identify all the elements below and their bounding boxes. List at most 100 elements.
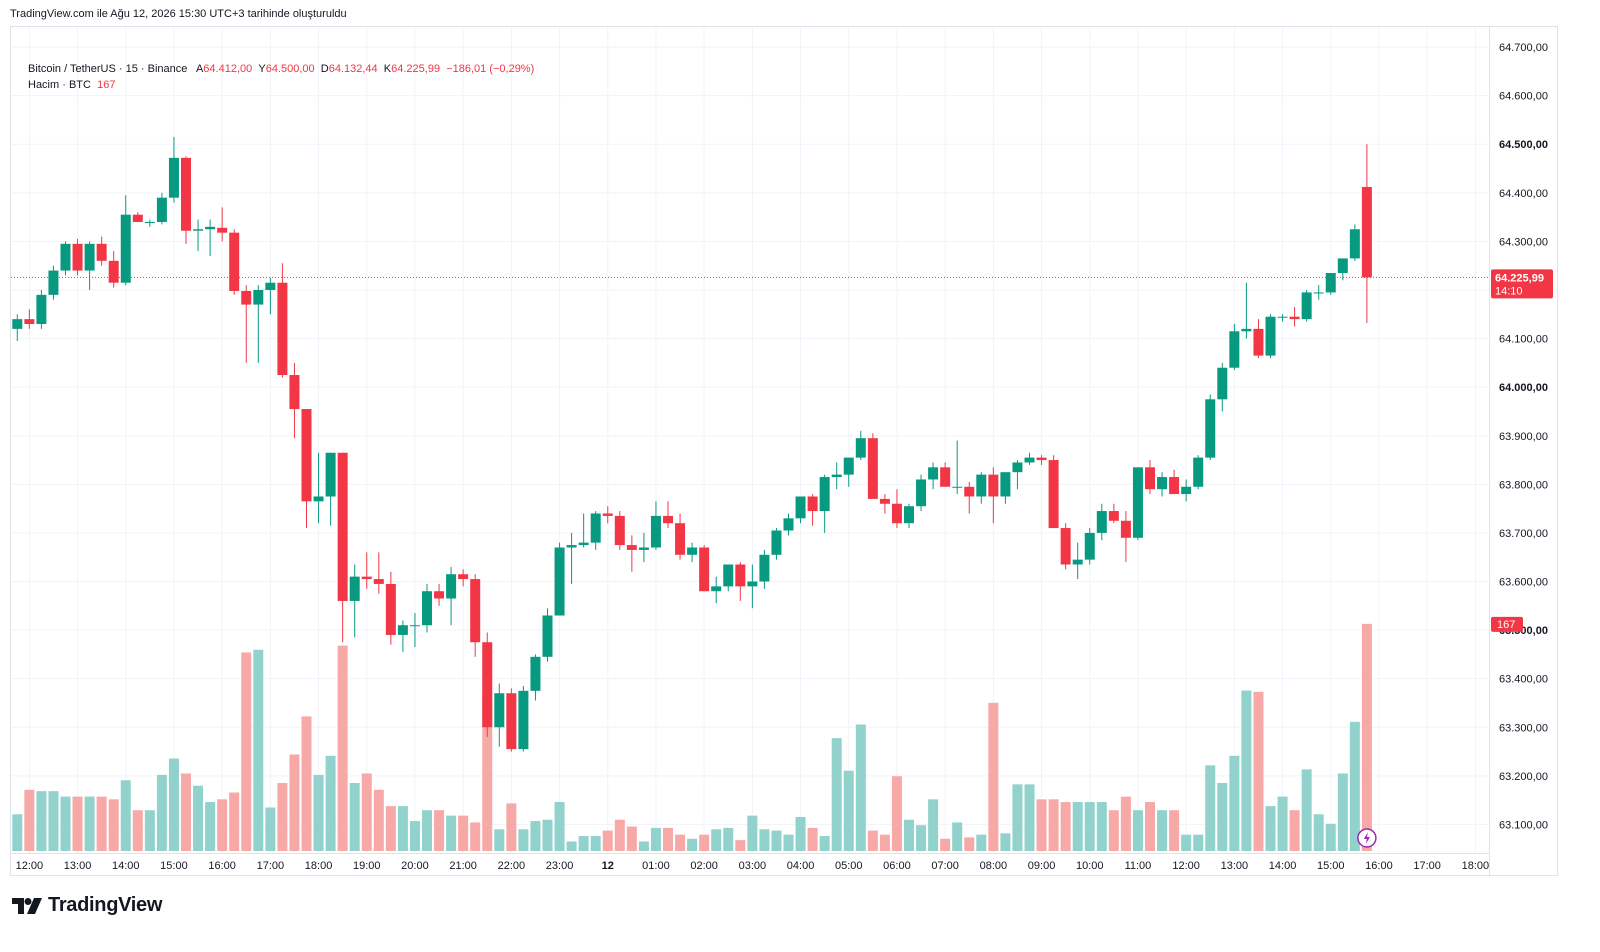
price-axis[interactable]: 64.700,00 64.600,00 64.500,00 64.400,00 64.3…: [1499, 42, 1548, 831]
candle-body: [687, 547, 698, 555]
volume-bar: [494, 829, 505, 851]
time-axis-label: 13:00: [1221, 860, 1249, 872]
candle-body: [1024, 457, 1035, 463]
time-axis-label: 01:00: [642, 860, 670, 872]
candle-body: [1277, 316, 1288, 318]
volume-bar: [1132, 810, 1143, 851]
candle-body: [1145, 467, 1155, 490]
candle-body: [446, 574, 457, 599]
volume-bar: [650, 827, 661, 851]
candle-body: [988, 474, 999, 497]
time-axis-label: 23:00: [546, 860, 574, 872]
volume-bar: [1084, 802, 1095, 851]
volume-bar: [675, 834, 686, 851]
close-label: K: [383, 63, 392, 75]
volume-bar: [168, 758, 179, 851]
volume-bar: [24, 789, 35, 851]
candle-body: [590, 513, 601, 543]
candle-body: [120, 214, 131, 283]
volume-bar: [1169, 810, 1180, 851]
candle-body: [181, 157, 191, 231]
candle-body: [373, 579, 384, 584]
volume-bar: [72, 796, 83, 851]
candle-body: [385, 583, 396, 635]
volume-label[interactable]: Hacim · BTC: [28, 79, 91, 91]
candle-body: [807, 496, 818, 512]
volume-bar: [193, 785, 204, 851]
volume-bar: [1277, 796, 1288, 851]
time-axis-label: 08:00: [980, 860, 1008, 872]
time-axis-label: 18:00: [305, 860, 333, 872]
volume-bar: [891, 776, 902, 851]
candle-body: [1361, 186, 1372, 278]
candle-body: [1048, 460, 1059, 529]
candle-body: [867, 438, 878, 499]
volume-bar: [1301, 769, 1312, 851]
price-axis-label: 64.100,00: [1499, 334, 1548, 346]
time-axis-label: 13:00: [64, 860, 92, 872]
volume-bar: [687, 838, 698, 851]
volume-bar: [36, 791, 47, 851]
volume-bars: [12, 623, 1372, 851]
time-axis-label: 06:00: [883, 860, 911, 872]
volume-bar: [699, 834, 710, 851]
candle-body: [675, 523, 686, 555]
volume-bar: [1313, 814, 1324, 851]
symbol-title[interactable]: Bitcoin / TetherUS · 15 · Binance: [28, 63, 188, 75]
candle-body: [723, 564, 734, 587]
candle-body: [325, 452, 336, 497]
last-price-value: 64.225,99: [1495, 272, 1544, 284]
volume-bar: [1181, 834, 1192, 851]
candle-body: [1253, 328, 1264, 356]
candle-body: [337, 452, 348, 601]
volume-bar: [144, 810, 155, 851]
volume-bar: [325, 755, 336, 851]
candle-body: [747, 581, 758, 587]
candle-body: [795, 496, 806, 519]
volume-bar: [1217, 783, 1228, 851]
candle-body: [928, 467, 939, 480]
price-axis-label: 63.200,00: [1499, 771, 1548, 783]
chart-frame[interactable]: 64.700,00 64.600,00 64.500,00 64.400,00 64.3…: [10, 26, 1559, 877]
volume-bar: [385, 806, 396, 851]
volume-bar: [1265, 806, 1276, 851]
candle-body: [1193, 457, 1204, 487]
time-axis-label: 12:00: [1172, 860, 1200, 872]
volume-bar: [759, 829, 770, 851]
time-axis[interactable]: 12:00 13:00 14:00 15:00 16:00 17:00 18:00 19:00…: [16, 860, 1490, 872]
candle-body: [36, 294, 47, 325]
volume-bar: [1096, 802, 1107, 851]
candle-body: [530, 656, 541, 691]
chart-legend: Bitcoin / TetherUS · 15 · Binance A64.41…: [28, 61, 534, 93]
candle-body: [1265, 316, 1276, 356]
volume-bar: [626, 826, 637, 851]
volume-bar: [843, 770, 854, 851]
candlestick-chart[interactable]: 64.700,00 64.600,00 64.500,00 64.400,00 64.3…: [11, 27, 1559, 877]
volume-bar: [84, 796, 95, 851]
volume-bar: [723, 827, 734, 851]
candle-body: [482, 642, 493, 728]
lightning-icon[interactable]: [1357, 828, 1377, 848]
volume-bar: [48, 791, 59, 851]
volume-bar: [807, 827, 818, 851]
volume-value: 167: [97, 79, 116, 91]
volume-bar: [132, 810, 143, 851]
volume-bar: [976, 834, 987, 851]
candle-body: [976, 474, 987, 497]
candle-body: [843, 457, 854, 475]
time-axis-label: 19:00: [353, 860, 381, 872]
tradingview-logo-icon: [12, 897, 42, 914]
tradingview-logo[interactable]: TradingView: [12, 894, 162, 917]
candle-body: [494, 693, 505, 728]
candle-body: [349, 576, 360, 601]
candle-body: [1301, 292, 1312, 320]
time-axis-label: 05:00: [835, 860, 863, 872]
time-axis-label: 07:00: [931, 860, 959, 872]
candle-body: [265, 282, 276, 290]
low-label: D: [320, 63, 329, 75]
price-candles: [12, 136, 1372, 752]
price-axis-label: 63.400,00: [1499, 674, 1548, 686]
time-axis-label: 16:00: [1365, 860, 1393, 872]
volume-bar: [1072, 802, 1083, 851]
candle-body: [1012, 462, 1023, 473]
